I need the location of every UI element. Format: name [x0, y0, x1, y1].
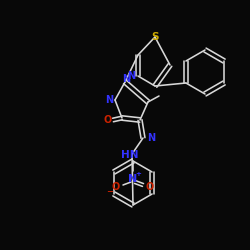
Text: +: + — [135, 171, 141, 177]
Text: N: N — [122, 74, 130, 84]
Text: N: N — [147, 133, 155, 143]
Text: HN: HN — [121, 150, 139, 160]
Text: O: O — [112, 182, 120, 192]
Text: −: − — [106, 188, 114, 196]
Text: N: N — [105, 95, 113, 105]
Text: N: N — [128, 174, 138, 184]
Text: S: S — [151, 32, 159, 42]
Text: N: N — [127, 71, 135, 81]
Text: O: O — [104, 115, 112, 125]
Text: O: O — [146, 182, 154, 192]
